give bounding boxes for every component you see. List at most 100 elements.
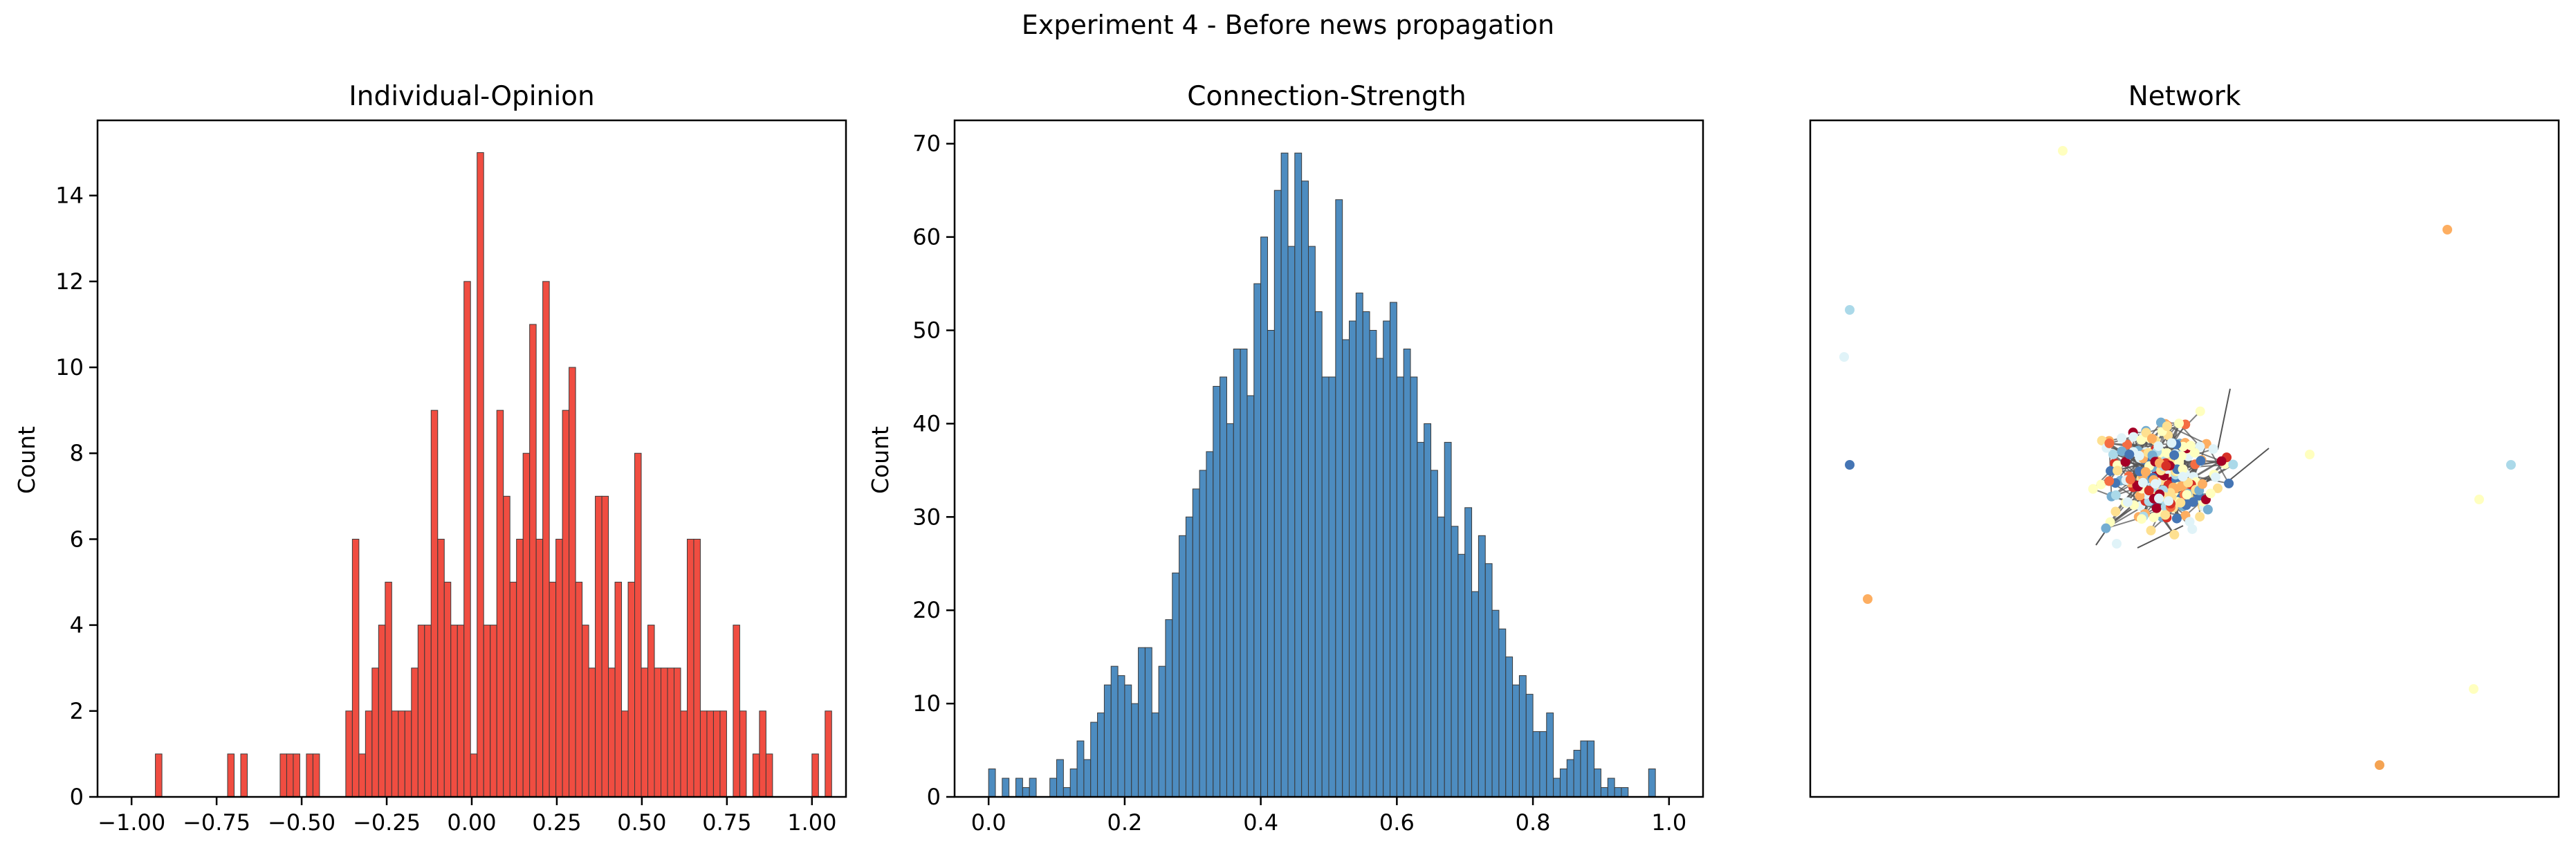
histogram-bar bbox=[463, 281, 471, 798]
histogram-bar bbox=[1165, 619, 1173, 798]
network-node bbox=[2474, 495, 2484, 504]
histogram-bar bbox=[1062, 787, 1071, 798]
network-frame bbox=[1809, 119, 2560, 798]
histogram-bar bbox=[371, 668, 379, 798]
network-node bbox=[2110, 490, 2121, 500]
histogram-bar bbox=[496, 410, 504, 798]
connection-strength-bars bbox=[988, 152, 1656, 798]
histogram-bar bbox=[1403, 348, 1411, 798]
network-node bbox=[2122, 439, 2133, 450]
histogram-bar bbox=[1539, 731, 1547, 798]
histogram-bar bbox=[1226, 423, 1234, 798]
histogram-bar bbox=[155, 753, 163, 798]
histogram-bar bbox=[378, 625, 386, 798]
network-node bbox=[2224, 478, 2234, 488]
histogram-bar bbox=[1587, 740, 1595, 798]
histogram-bar bbox=[1287, 246, 1296, 798]
histogram-bar bbox=[358, 753, 366, 798]
histogram-bar bbox=[1117, 675, 1125, 798]
histogram-bar bbox=[1410, 376, 1418, 798]
histogram-bar bbox=[825, 710, 832, 798]
histogram-bar bbox=[1097, 712, 1105, 798]
histogram-bar bbox=[1267, 330, 1275, 798]
network-node bbox=[2144, 486, 2154, 496]
network-nodes bbox=[1839, 146, 2516, 770]
histogram-bar bbox=[739, 710, 747, 798]
histogram-bar bbox=[1594, 769, 1601, 798]
network-node bbox=[2169, 529, 2180, 540]
y-tick-label: 70 bbox=[912, 131, 941, 157]
histogram-bar bbox=[430, 410, 439, 798]
figure-title: Experiment 4 - Before news propagation bbox=[1021, 10, 1555, 40]
network-node bbox=[2101, 523, 2111, 533]
histogram-bar bbox=[759, 710, 766, 798]
histogram-bar bbox=[1383, 320, 1391, 798]
histogram-bar bbox=[1280, 152, 1289, 798]
network-node bbox=[2108, 449, 2118, 459]
network-node bbox=[2088, 484, 2098, 494]
network-node bbox=[2189, 448, 2200, 458]
histogram-bar bbox=[1471, 591, 1479, 798]
x-tick-label: 0.4 bbox=[1243, 809, 1278, 836]
histogram-bar bbox=[345, 710, 353, 798]
histogram-bar bbox=[1417, 441, 1425, 798]
x-tick-label: −0.50 bbox=[268, 809, 335, 836]
y-tick-label: 20 bbox=[912, 597, 941, 623]
y-tick-label: 8 bbox=[70, 440, 84, 466]
network-node bbox=[2216, 456, 2227, 466]
histogram-bar bbox=[1307, 246, 1316, 798]
network-node bbox=[2228, 459, 2238, 470]
y-tick-label: 6 bbox=[70, 526, 84, 552]
network-node bbox=[2096, 479, 2106, 490]
histogram-bar bbox=[1566, 759, 1574, 798]
histogram-bar bbox=[1172, 572, 1180, 798]
histogram-bar bbox=[621, 710, 629, 798]
individual-opinion-title: Individual-Opinion bbox=[349, 81, 595, 112]
histogram-bar bbox=[1484, 563, 1493, 798]
histogram-bar bbox=[240, 753, 248, 798]
histogram-bar bbox=[719, 710, 727, 798]
histogram-bar bbox=[503, 495, 510, 798]
histogram-bar bbox=[634, 452, 642, 798]
histogram-bar bbox=[365, 710, 373, 798]
x-tick-label: 0.25 bbox=[532, 809, 581, 836]
network-node bbox=[2205, 488, 2216, 499]
network-node bbox=[2110, 506, 2121, 517]
histogram-bar bbox=[1002, 778, 1010, 798]
histogram-bar bbox=[1559, 769, 1567, 798]
histogram-bar bbox=[1614, 787, 1622, 798]
histogram-bar bbox=[699, 710, 708, 798]
network-node bbox=[2117, 446, 2127, 457]
histogram-bar bbox=[1144, 647, 1152, 798]
histogram-bar bbox=[1294, 152, 1303, 798]
network-panel: Network bbox=[1809, 81, 2560, 798]
histogram-bar bbox=[1444, 441, 1452, 798]
y-tick-label: 12 bbox=[55, 268, 84, 295]
connection-strength-frame bbox=[953, 119, 1704, 798]
histogram-bar bbox=[1349, 320, 1356, 798]
network-node bbox=[2305, 450, 2315, 459]
network-node bbox=[1845, 460, 1855, 470]
histogram-bar bbox=[483, 625, 491, 798]
histogram-bar bbox=[667, 668, 674, 798]
connection-strength-ylabel: Count bbox=[867, 426, 894, 494]
histogram-bar bbox=[1451, 526, 1459, 798]
individual-opinion-panel: Individual-Opinion Count −1.00 −0.75 −0.50… bbox=[13, 81, 847, 836]
individual-opinion-ylabel: Count bbox=[13, 426, 40, 494]
histogram-bar bbox=[595, 495, 602, 798]
y-tick-label: 50 bbox=[912, 318, 941, 344]
histogram-bar bbox=[1369, 330, 1377, 798]
histogram-bar bbox=[443, 582, 452, 798]
network-node bbox=[1863, 594, 1873, 604]
network-node bbox=[2197, 479, 2207, 489]
network-node bbox=[2178, 472, 2188, 482]
network-node bbox=[2185, 441, 2196, 451]
histogram-bar bbox=[601, 495, 609, 798]
histogram-bar bbox=[555, 538, 563, 798]
histogram-bar bbox=[1110, 665, 1119, 798]
histogram-bar bbox=[641, 668, 649, 798]
histogram-bar bbox=[1029, 778, 1037, 798]
x-tick-label: 0.0 bbox=[971, 809, 1006, 836]
network-node bbox=[2149, 513, 2159, 523]
histogram-bar bbox=[1015, 778, 1023, 798]
